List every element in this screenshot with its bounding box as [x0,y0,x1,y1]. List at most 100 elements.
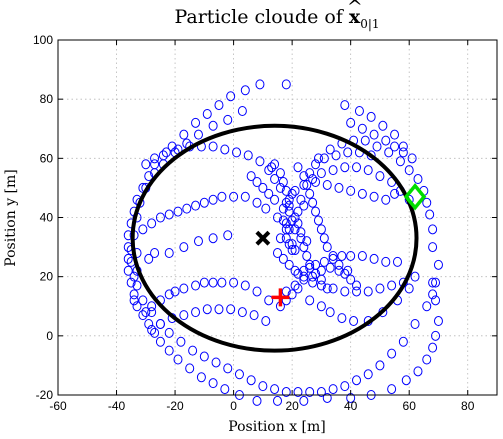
particle-point [346,274,356,285]
particle-point [349,316,359,327]
particle-point [334,259,344,270]
particle-point [425,209,435,220]
particle-point [299,271,309,282]
particle-point [328,253,338,264]
particle-point [132,280,142,291]
particle-point [369,191,379,202]
particle-point [422,354,432,365]
particle-point [144,319,154,329]
x-tick-label: 0 [230,399,237,413]
particle-point [381,256,391,267]
particle-point [296,194,306,205]
particle-point [357,250,367,261]
particle-point [264,295,274,306]
particle-point [179,129,189,140]
particle-point [255,79,265,90]
particle-point [410,271,420,282]
particle-point [308,277,318,288]
particle-point [319,233,329,244]
particle-point [433,316,443,327]
sensor-marker [403,183,427,211]
particle-point [273,248,282,258]
estimate-marker [255,230,271,246]
particle-point [366,111,376,122]
particle-point [313,153,323,164]
particle-point [337,313,347,324]
particle-point [226,91,236,102]
particle-point [255,156,265,167]
particle-point [390,129,400,140]
particle-point [316,265,326,276]
particle-point [375,171,385,182]
particle-point [164,345,174,356]
y-tick-label: -20 [36,388,54,402]
particle-point [155,319,165,329]
particle-point [185,363,195,374]
particle-point [299,395,309,406]
x-tick-label: -40 [108,399,126,413]
particle-point [281,224,291,235]
particle-point [384,147,394,158]
particle-point [340,100,350,111]
particle-point [395,156,405,167]
particle-point [273,212,282,223]
particle-point [392,256,402,267]
plot-frame [57,39,498,396]
particle-point [150,327,160,338]
particle-point [284,259,294,270]
particle-point [322,242,332,253]
particle-point [378,120,388,131]
particle-point [164,327,174,338]
particle-point [398,141,408,152]
particle-point [199,197,209,208]
particle-point [258,182,268,193]
particle-point [390,188,400,199]
particle-point [229,191,239,202]
x-tick-label: 20 [285,399,299,413]
particle-point [170,286,180,297]
particle-point [252,177,262,187]
particle-point [387,280,397,291]
particle-point [284,194,294,205]
particle-cloud [123,79,443,406]
particle-point [202,108,212,119]
particle-point [354,106,364,116]
particle-point [281,185,291,196]
covariance-ellipse [130,123,419,353]
particle-point [278,177,288,187]
particle-point [328,384,338,395]
particle-point [208,233,218,244]
particle-point [232,147,242,158]
particle-point [202,304,212,315]
particle-point [144,171,154,182]
particle-point [363,286,373,297]
particle-point [278,253,288,264]
particle-point [193,236,203,247]
particle-point [428,242,438,253]
particle-point [270,384,280,395]
particle-point [316,274,326,285]
particle-point [372,141,382,152]
particle-point [325,307,335,318]
axis-ticks [57,39,497,396]
particle-point [422,197,432,208]
particle-point [167,141,177,152]
particle-point [223,230,233,241]
particle-point [316,168,326,179]
particle-point [290,212,300,223]
particle-point [226,304,236,315]
particle-point [129,295,139,306]
particle-point [281,79,291,90]
particle-point [161,147,171,158]
particle-point [164,248,174,258]
particle-point [290,265,300,276]
particle-point [313,215,323,226]
particle-point [369,253,379,264]
particle-point [275,233,285,244]
particle-point [404,165,414,176]
particle-point [305,168,315,179]
particle-point [305,188,315,199]
particle-point [129,289,139,300]
particle-point [413,366,423,377]
particle-point [387,384,397,395]
